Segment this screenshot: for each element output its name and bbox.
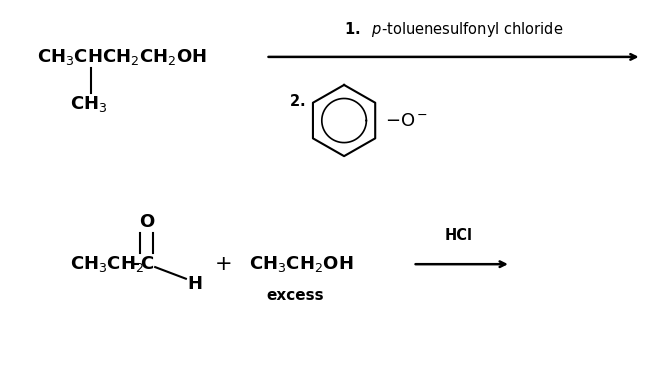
Text: $-$O$^-$: $-$O$^-$ [385,112,428,129]
Text: +: + [214,254,232,274]
Text: HCl: HCl [444,228,473,243]
Text: CH$_3$CHCH$_2$CH$_2$OH: CH$_3$CHCH$_2$CH$_2$OH [37,47,207,67]
Text: CH$_3$CH$_2$: CH$_3$CH$_2$ [70,254,144,274]
Text: C: C [140,255,154,273]
Text: excess: excess [266,288,324,302]
Text: O: O [139,214,154,231]
Text: H: H [188,275,203,293]
Text: $\mathbf{2.}$: $\mathbf{2.}$ [289,93,305,109]
Text: CH$_3$: CH$_3$ [70,94,107,114]
Text: $\mathbf{1.}$  $\it{p}$-toluenesulfonyl chloride: $\mathbf{1.}$ $\it{p}$-toluenesulfonyl c… [344,20,563,39]
Text: CH$_3$CH$_2$OH: CH$_3$CH$_2$OH [250,254,354,274]
